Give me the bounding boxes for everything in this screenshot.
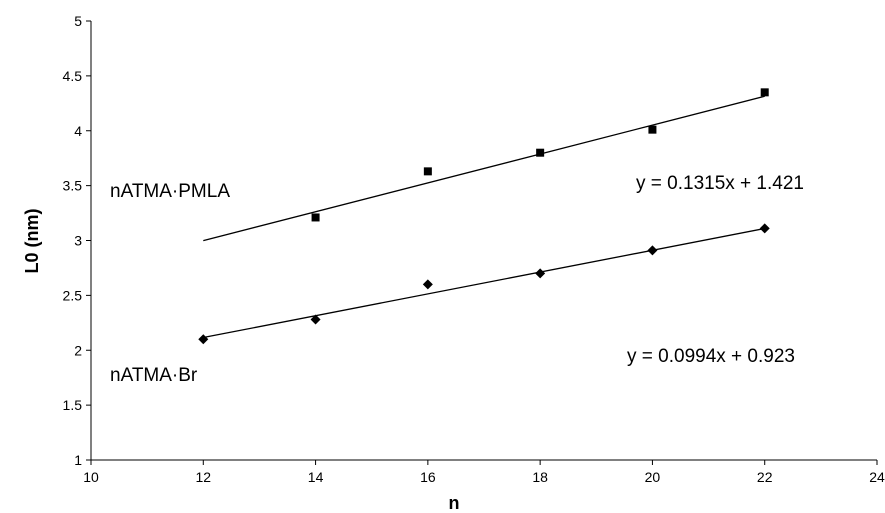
- x-tick-label: 24: [869, 469, 885, 485]
- data-point-series-1: [760, 88, 769, 97]
- equation-pmla: y = 0.1315x + 1.421: [636, 173, 804, 194]
- y-tick-label: 4: [74, 123, 82, 139]
- data-point-series-2: [535, 268, 546, 279]
- series-label-br: nATMA·Br: [110, 365, 198, 386]
- x-tick-label: 22: [757, 469, 773, 485]
- trendline-series-2: [203, 227, 765, 339]
- x-tick-label: 10: [83, 469, 99, 485]
- equation-br: y = 0.0994x + 0.923: [627, 346, 795, 367]
- data-point-series-2: [310, 314, 321, 325]
- y-tick-label: 2.5: [63, 287, 83, 303]
- y-tick-label: 5: [74, 13, 82, 29]
- x-tick-label: 16: [420, 469, 436, 485]
- data-point-series-2: [759, 223, 770, 234]
- series-label-pmla: nATMA·PMLA: [110, 181, 230, 202]
- data-point-series-1: [311, 213, 320, 222]
- y-tick-label: 1: [74, 452, 82, 468]
- x-tick-label: 12: [195, 469, 211, 485]
- data-point-series-1: [423, 167, 432, 176]
- data-point-series-1: [536, 148, 545, 157]
- y-tick-label: 1.5: [63, 397, 83, 413]
- data-points: [198, 88, 770, 345]
- y-tick-label: 4.5: [63, 68, 83, 84]
- data-point-series-2: [422, 279, 433, 290]
- trendlines: [203, 95, 765, 339]
- y-axis-ticks: 1 1.5 2 2.5 3 3.5 4 4.5 5: [63, 13, 91, 468]
- data-point-series-1: [648, 125, 657, 134]
- y-tick-label: 3.5: [63, 178, 83, 194]
- data-point-series-2: [647, 245, 658, 256]
- y-tick-label: 2: [74, 342, 82, 358]
- x-tick-label: 20: [645, 469, 661, 485]
- series-labels: nATMA·PMLA nATMA·Br y = 0.1315x + 1.421 …: [110, 173, 804, 386]
- x-tick-label: 18: [532, 469, 548, 485]
- trendline-series-1: [203, 95, 765, 242]
- x-axis-title: n: [449, 493, 460, 513]
- data-point-series-2: [198, 334, 209, 345]
- y-tick-label: 3: [74, 233, 82, 249]
- y-axis-title: L0 (nm): [22, 208, 42, 273]
- x-tick-label: 14: [308, 469, 324, 485]
- x-axis-ticks: 10 12 14 16 18 20 22 24: [83, 460, 885, 485]
